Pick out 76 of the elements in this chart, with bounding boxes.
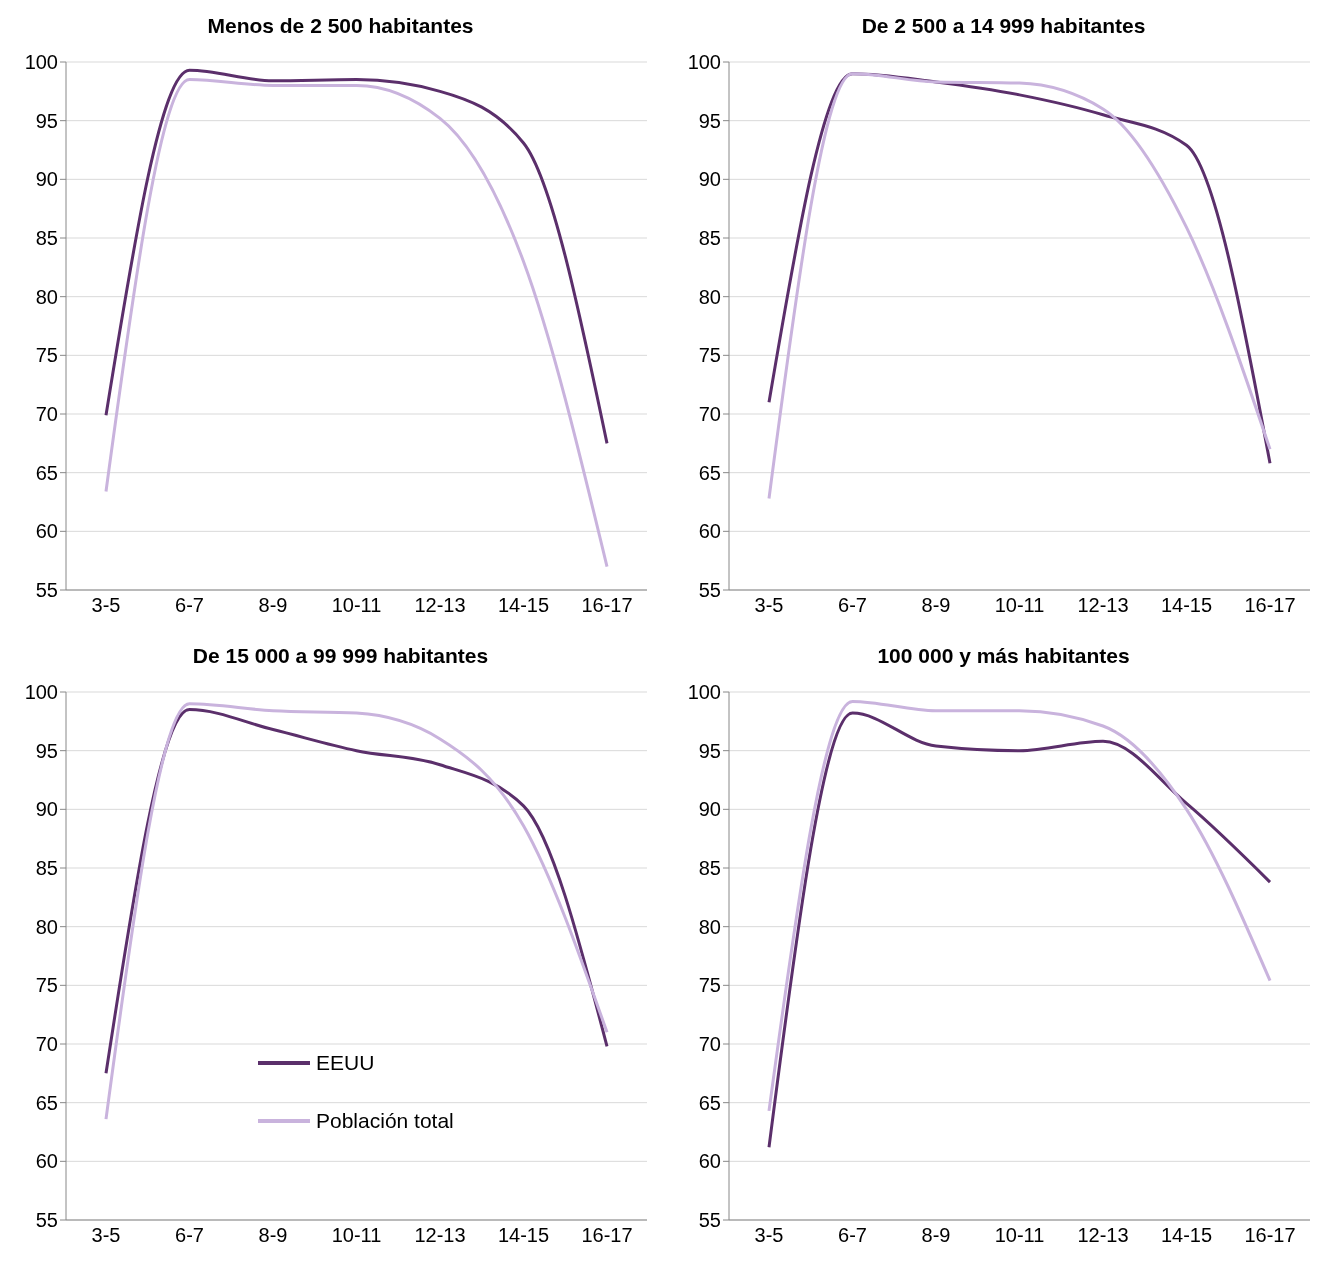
- y-tick-label: 75: [698, 974, 721, 997]
- y-tick-label: 60: [698, 1150, 721, 1173]
- y-tick-label: 60: [698, 520, 721, 543]
- chart-title: Menos de 2 500 habitantes: [206, 13, 475, 39]
- x-tick-label: 12-13: [1077, 594, 1129, 617]
- y-tick-label: 60: [35, 520, 58, 543]
- chart-title: De 15 000 a 99 999 habitantes: [191, 643, 490, 669]
- y-tick-label: 100: [24, 51, 58, 74]
- x-tick-label: 3-5: [754, 1224, 784, 1247]
- y-tick-label: 95: [698, 739, 721, 762]
- x-tick-label: 3-5: [754, 594, 784, 617]
- x-tick-label: 14-15: [497, 1224, 550, 1247]
- x-tick-label: 10-11: [994, 594, 1045, 617]
- y-tick-label: 75: [698, 344, 721, 367]
- y-tick-label: 80: [35, 285, 58, 308]
- y-tick-label: 100: [687, 51, 721, 74]
- x-tick-label: 12-13: [414, 1224, 466, 1247]
- x-tick-label: 8-9: [921, 1224, 951, 1247]
- x-tick-label: 10-11: [331, 594, 382, 617]
- y-tick-label: 85: [698, 227, 721, 250]
- y-tick-label: 80: [35, 915, 58, 938]
- y-tick-label: 55: [35, 1209, 58, 1232]
- y-tick-label: 65: [35, 461, 58, 484]
- x-tick-label: 16-17: [581, 1224, 633, 1247]
- x-tick-label: 6-7: [175, 1224, 204, 1247]
- x-tick-label: 6-7: [838, 1224, 867, 1247]
- y-tick-label: 55: [35, 579, 58, 602]
- x-tick-label: 12-13: [1077, 1224, 1129, 1247]
- x-tick-label: 12-13: [414, 594, 466, 617]
- y-tick-label: 90: [35, 168, 58, 191]
- y-tick-label: 75: [35, 344, 58, 367]
- x-tick-label: 8-9: [921, 594, 951, 617]
- x-tick-label: 10-11: [331, 1224, 382, 1247]
- y-tick-label: 100: [687, 681, 721, 704]
- legend-label: EEUU: [316, 1051, 375, 1075]
- y-tick-label: 85: [35, 227, 58, 250]
- x-tick-label: 8-9: [258, 594, 288, 617]
- x-tick-label: 16-17: [1244, 1224, 1296, 1247]
- x-tick-label: 3-5: [91, 594, 121, 617]
- y-tick-label: 55: [698, 579, 721, 602]
- y-tick-label: 85: [698, 857, 721, 880]
- y-tick-label: 90: [35, 798, 58, 821]
- y-tick-label: 95: [698, 109, 721, 132]
- chart-title: De 2 500 a 14 999 habitantes: [860, 13, 1147, 39]
- y-tick-label: 65: [35, 1091, 58, 1114]
- x-tick-label: 6-7: [175, 594, 204, 617]
- y-tick-label: 80: [698, 285, 721, 308]
- y-tick-label: 65: [698, 1091, 721, 1114]
- y-tick-label: 90: [698, 168, 721, 191]
- y-tick-label: 95: [35, 109, 58, 132]
- y-tick-label: 95: [35, 739, 58, 762]
- y-tick-label: 65: [698, 461, 721, 484]
- x-tick-label: 8-9: [258, 1224, 288, 1247]
- y-tick-label: 75: [35, 974, 58, 997]
- x-tick-label: 6-7: [838, 594, 867, 617]
- y-tick-label: 70: [698, 403, 721, 426]
- x-tick-label: 16-17: [581, 594, 633, 617]
- line-series: [104, 68, 609, 445]
- x-tick-label: 14-15: [1160, 1224, 1213, 1247]
- x-tick-label: 10-11: [994, 1224, 1045, 1247]
- y-tick-label: 90: [698, 798, 721, 821]
- y-tick-label: 60: [35, 1150, 58, 1173]
- y-tick-label: 80: [698, 915, 721, 938]
- y-tick-label: 70: [35, 1033, 58, 1056]
- x-tick-label: 16-17: [1244, 594, 1296, 617]
- legend-label: Población total: [316, 1109, 454, 1133]
- x-tick-label: 3-5: [91, 1224, 121, 1247]
- chart-title: 100 000 y más habitantes: [876, 643, 1131, 669]
- x-tick-label: 14-15: [497, 594, 550, 617]
- line-series: [104, 78, 609, 569]
- y-tick-label: 85: [35, 857, 58, 880]
- y-tick-label: 70: [698, 1033, 721, 1056]
- y-tick-label: 70: [35, 403, 58, 426]
- x-tick-label: 14-15: [1160, 594, 1213, 617]
- y-tick-label: 100: [24, 681, 58, 704]
- y-tick-label: 55: [698, 1209, 721, 1232]
